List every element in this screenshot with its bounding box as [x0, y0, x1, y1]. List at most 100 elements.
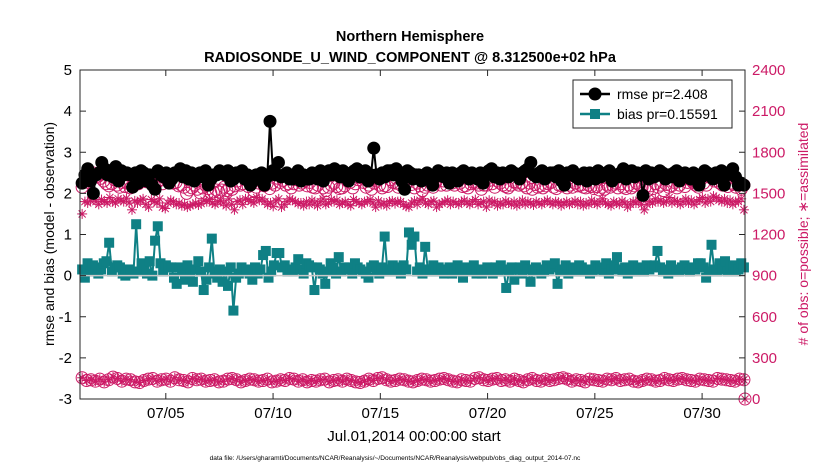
bias-point	[298, 268, 309, 279]
rmse-point	[367, 141, 381, 155]
obs-assimilated-point	[705, 196, 716, 207]
obs-low-point	[102, 373, 116, 387]
bias-point	[417, 268, 428, 279]
y-axis-label-left: rmse and bias (model - observation)	[41, 122, 57, 346]
obs-assimilated-point	[229, 204, 240, 215]
obs-low-point	[260, 372, 274, 386]
y-tick-label-left: 2	[64, 185, 72, 202]
chart-subtitle: RADIOSONDE_U_WIND_COMPONENT @ 8.312500e+…	[204, 50, 617, 66]
bias-point	[155, 258, 166, 269]
obs-low-point	[75, 371, 89, 385]
y-tick-label-left: 1	[64, 227, 72, 244]
bias-point	[133, 266, 144, 277]
rmse-point	[263, 114, 277, 128]
rmse-point	[524, 156, 538, 170]
y-tick-label-right: 600	[752, 309, 777, 326]
rmse-point	[737, 178, 751, 192]
obs-low-point	[274, 373, 288, 387]
bias-point	[587, 266, 598, 277]
y-tick-label-right: 1200	[752, 227, 785, 244]
obs-assimilated-point	[126, 204, 137, 215]
obs-low-point	[155, 373, 169, 387]
obs-assimilated-point	[237, 199, 248, 210]
obs-low-point	[190, 373, 204, 387]
bias-point	[263, 272, 274, 283]
obs-low-point	[591, 373, 605, 387]
obs-assimilated-point	[138, 193, 149, 204]
bias-point	[260, 245, 271, 256]
obs-low-point	[485, 372, 499, 386]
bias-point	[701, 272, 712, 283]
bias-point	[217, 276, 228, 287]
bias-point	[85, 266, 96, 277]
obs-low-point	[181, 375, 195, 389]
obs-assimilated-point	[160, 203, 171, 214]
x-tick-label: 07/20	[469, 405, 507, 422]
x-tick-label: 07/15	[362, 405, 400, 422]
bias-point	[563, 268, 574, 279]
bias-point	[204, 262, 215, 273]
bias-point	[195, 266, 206, 277]
bias-point	[187, 276, 198, 287]
bias-point	[306, 262, 317, 273]
bias-point	[374, 268, 385, 279]
plot-frame	[79, 69, 746, 400]
obs-low-point	[110, 371, 124, 385]
obs-low-point	[618, 373, 632, 387]
x-tick-label: 07/10	[254, 405, 292, 422]
obs-low-point	[93, 372, 107, 386]
rmse-point	[557, 178, 571, 192]
obs-assimilated-point	[110, 197, 121, 208]
bias-point	[114, 262, 125, 273]
obs-low-asterisk	[738, 374, 749, 385]
obs-low-asterisk	[452, 376, 463, 387]
bias-point	[150, 235, 161, 246]
obs-low-point	[415, 372, 429, 386]
chart-title: Northern Hemisphere	[336, 29, 484, 45]
bias-point	[514, 262, 525, 273]
bias-point	[468, 260, 479, 271]
bias-point	[393, 262, 404, 273]
bias-point	[206, 233, 217, 244]
bias-point	[182, 260, 193, 271]
obs-low-point	[455, 373, 469, 387]
y-axis-label-right: # of obs: o=possible; ∗=assimilated	[795, 123, 811, 346]
obs-low-point	[583, 372, 597, 386]
obs-assimilated-point	[287, 195, 298, 206]
bias-point	[444, 262, 455, 273]
obs-low-point	[671, 372, 685, 386]
obs-low-asterisk	[85, 374, 96, 385]
y-tick-label-right: 300	[752, 350, 777, 367]
obs-low-point	[305, 373, 319, 387]
bias-point	[228, 305, 239, 316]
bias-point	[101, 256, 112, 267]
bias-point	[652, 245, 663, 256]
obs-low-point	[715, 372, 729, 386]
bias-point	[706, 239, 717, 250]
obs-low-point	[737, 373, 751, 387]
bias-point	[168, 272, 179, 283]
obs-low-point	[706, 374, 720, 388]
bias-point	[139, 262, 150, 273]
obs-low-point	[684, 373, 698, 387]
bias-point	[638, 266, 649, 277]
obs-low-point	[613, 373, 627, 387]
obs-low-point	[163, 374, 177, 388]
obs-low-point	[265, 375, 279, 389]
obs-low-asterisk	[108, 372, 119, 383]
obs-low-point	[640, 372, 654, 386]
bias-point	[609, 260, 620, 271]
obs-low-point	[578, 375, 592, 389]
obs-low-point	[80, 373, 94, 387]
bias-point	[220, 266, 231, 277]
x-tick-label: 07/30	[683, 405, 721, 422]
bias-point	[517, 268, 528, 279]
bias-point	[522, 264, 533, 275]
bias-point	[720, 256, 731, 267]
obs-low-point	[199, 374, 213, 388]
obs-assimilated-point	[318, 193, 329, 204]
legend-rmse-label: rmse pr=2.408	[617, 86, 708, 102]
bias-point	[331, 268, 342, 279]
bias-point	[177, 266, 188, 277]
bias-point	[193, 256, 204, 267]
